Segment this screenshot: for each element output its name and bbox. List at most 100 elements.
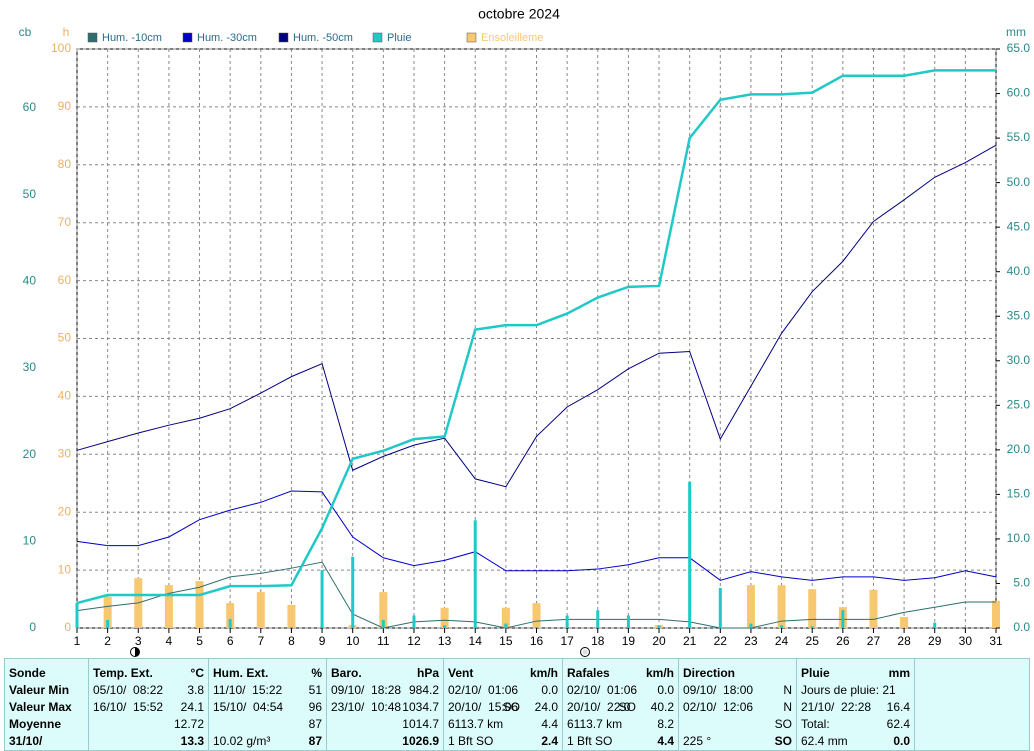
rain-bar <box>75 603 79 628</box>
rain-bar <box>289 627 293 628</box>
yh-tick-label: 50 <box>58 331 72 345</box>
table-cell: 02/10/ 12:06 N <box>683 699 792 715</box>
x-tick-label: 20 <box>652 634 666 648</box>
y2-tick-label: 10.0 <box>1007 531 1031 545</box>
cell-value: 8.2 <box>657 717 674 731</box>
cell-direction: SO <box>618 700 636 714</box>
x-tick-label: 18 <box>591 634 605 648</box>
x-tick-label: 24 <box>775 634 789 648</box>
yh-tick-label: 80 <box>58 157 72 171</box>
cell-text: 6113.7 km <box>567 717 623 731</box>
legend-label: Hum. -30cm <box>197 32 257 44</box>
sunshine-bar <box>532 603 541 628</box>
rain-bar <box>106 619 110 628</box>
y2-tick-label: 0.0 <box>1013 620 1030 634</box>
cell-value: 16.4 <box>886 700 910 714</box>
yh-tick-label: 30 <box>58 446 72 460</box>
cell-value: 4.4 <box>657 734 674 748</box>
sunshine-bar <box>440 607 449 628</box>
rain-bar <box>381 619 385 628</box>
sunshine-bar <box>256 592 265 628</box>
x-tick-label: 21 <box>683 634 697 648</box>
line <box>76 144 997 488</box>
y2-tick-label: 55.0 <box>1007 130 1031 144</box>
x-tick-label: 1 <box>74 634 81 648</box>
sunshine-bar <box>379 592 388 628</box>
y2-tick-label: 45.0 <box>1007 219 1031 233</box>
cell-text: 16/10/ 15:52 <box>93 700 164 714</box>
legend-swatch <box>182 32 193 43</box>
cell-text: 09/10/ 18:00 <box>683 683 754 697</box>
rain-bar <box>626 615 630 628</box>
yh-tick-label: 10 <box>58 562 72 576</box>
cell-value: 62.4 <box>886 717 910 731</box>
header-label: Rafales <box>567 666 610 680</box>
rain-bar <box>780 625 784 628</box>
legend-label: Pluie <box>387 32 411 44</box>
x-tick-label: 11 <box>377 634 390 648</box>
y2-tick-label: 25.0 <box>1007 397 1031 411</box>
table-cell: 31/10/ <box>9 733 84 749</box>
x-tick-label: 22 <box>714 634 728 648</box>
table-cell: 12.72 <box>93 716 204 732</box>
sunshine-bar <box>900 616 909 628</box>
cell-value: 24.0 <box>534 700 558 714</box>
column-header: Rafales km/h <box>567 665 674 681</box>
x-tick-label: 8 <box>288 634 295 648</box>
rain-bar <box>565 615 569 628</box>
yh-tick-label: 70 <box>58 215 72 229</box>
cell-text: 05/10/ 08:22 <box>93 683 164 697</box>
summary-table: Sonde Valeur Min Valeur Max Moyenne 31/10/Te… <box>4 658 1030 751</box>
cell-text: 02/10/ 01:06 <box>448 683 519 697</box>
cell-text: 15/10/ 04:54 <box>213 700 284 714</box>
cell-value: 984.2 <box>408 683 439 697</box>
table-cell: 16/10/ 15:52 24.1 <box>93 699 204 715</box>
rain-bar <box>443 625 447 628</box>
header-unit: km/h <box>645 666 674 680</box>
table-cell: 15/10/ 04:54 96 <box>213 699 322 715</box>
table-column: Pluie mm Jours de pluie: 21 21/10/ 22:28 16.… <box>797 659 915 750</box>
x-tick-label: 7 <box>257 634 264 648</box>
x-tick-label: 16 <box>530 634 544 648</box>
cell-value: 96 <box>308 700 322 714</box>
moon <box>135 647 140 657</box>
legend-swatch <box>372 32 383 43</box>
cell-value: 87 <box>308 734 322 748</box>
cell-value: 3.8 <box>187 683 204 697</box>
sunshine-bar <box>501 607 510 628</box>
y2-tick-label: 60.0 <box>1007 86 1031 100</box>
header-unit: hPa <box>416 666 439 680</box>
rain-bar <box>933 622 937 628</box>
cell-text: 62.4 mm <box>801 734 848 748</box>
rain-bar <box>841 610 845 628</box>
table-cell: 09/10/ 18:00 N <box>683 682 792 698</box>
cell-text: 09/10/ 18:28 <box>331 683 402 697</box>
table-cell: 10.02 g/m³ 87 <box>213 733 322 749</box>
table-cell: 02/10/ 01:06 0.0 <box>567 682 674 698</box>
yh-tick-label: 100 <box>51 41 71 55</box>
table-cell: SO <box>683 716 792 732</box>
cell-text: 23/10/ 10:48 <box>331 700 402 714</box>
y2-tick-label: 15.0 <box>1007 487 1031 501</box>
x-tick-label: 25 <box>806 634 820 648</box>
yh-tick-label: 0 <box>64 620 71 634</box>
sunshine-bar <box>808 589 817 628</box>
x-tick-label: 19 <box>622 634 636 648</box>
y-unit: cb <box>19 25 32 39</box>
column-header: Temp. Ext. °C <box>93 665 204 681</box>
table-cell: 09/10/ 18:28 984.2 <box>331 682 439 698</box>
column-header: Sonde <box>9 665 84 681</box>
rain-bar <box>749 623 753 628</box>
row-label: Moyenne <box>9 717 62 731</box>
header-unit: km/h <box>529 666 558 680</box>
y2-tick-label: 65.0 <box>1007 41 1031 55</box>
header-label: Temp. Ext. <box>93 666 153 680</box>
sunshine-bar <box>226 603 235 628</box>
table-cell: 87 <box>213 716 322 732</box>
cell-text: Jours de pluie: 21 <box>801 683 896 697</box>
cell-value: 40.2 <box>650 700 674 714</box>
sunshine-bar <box>992 600 1000 628</box>
x-tick-label: 5 <box>196 634 203 648</box>
grid <box>76 48 997 629</box>
